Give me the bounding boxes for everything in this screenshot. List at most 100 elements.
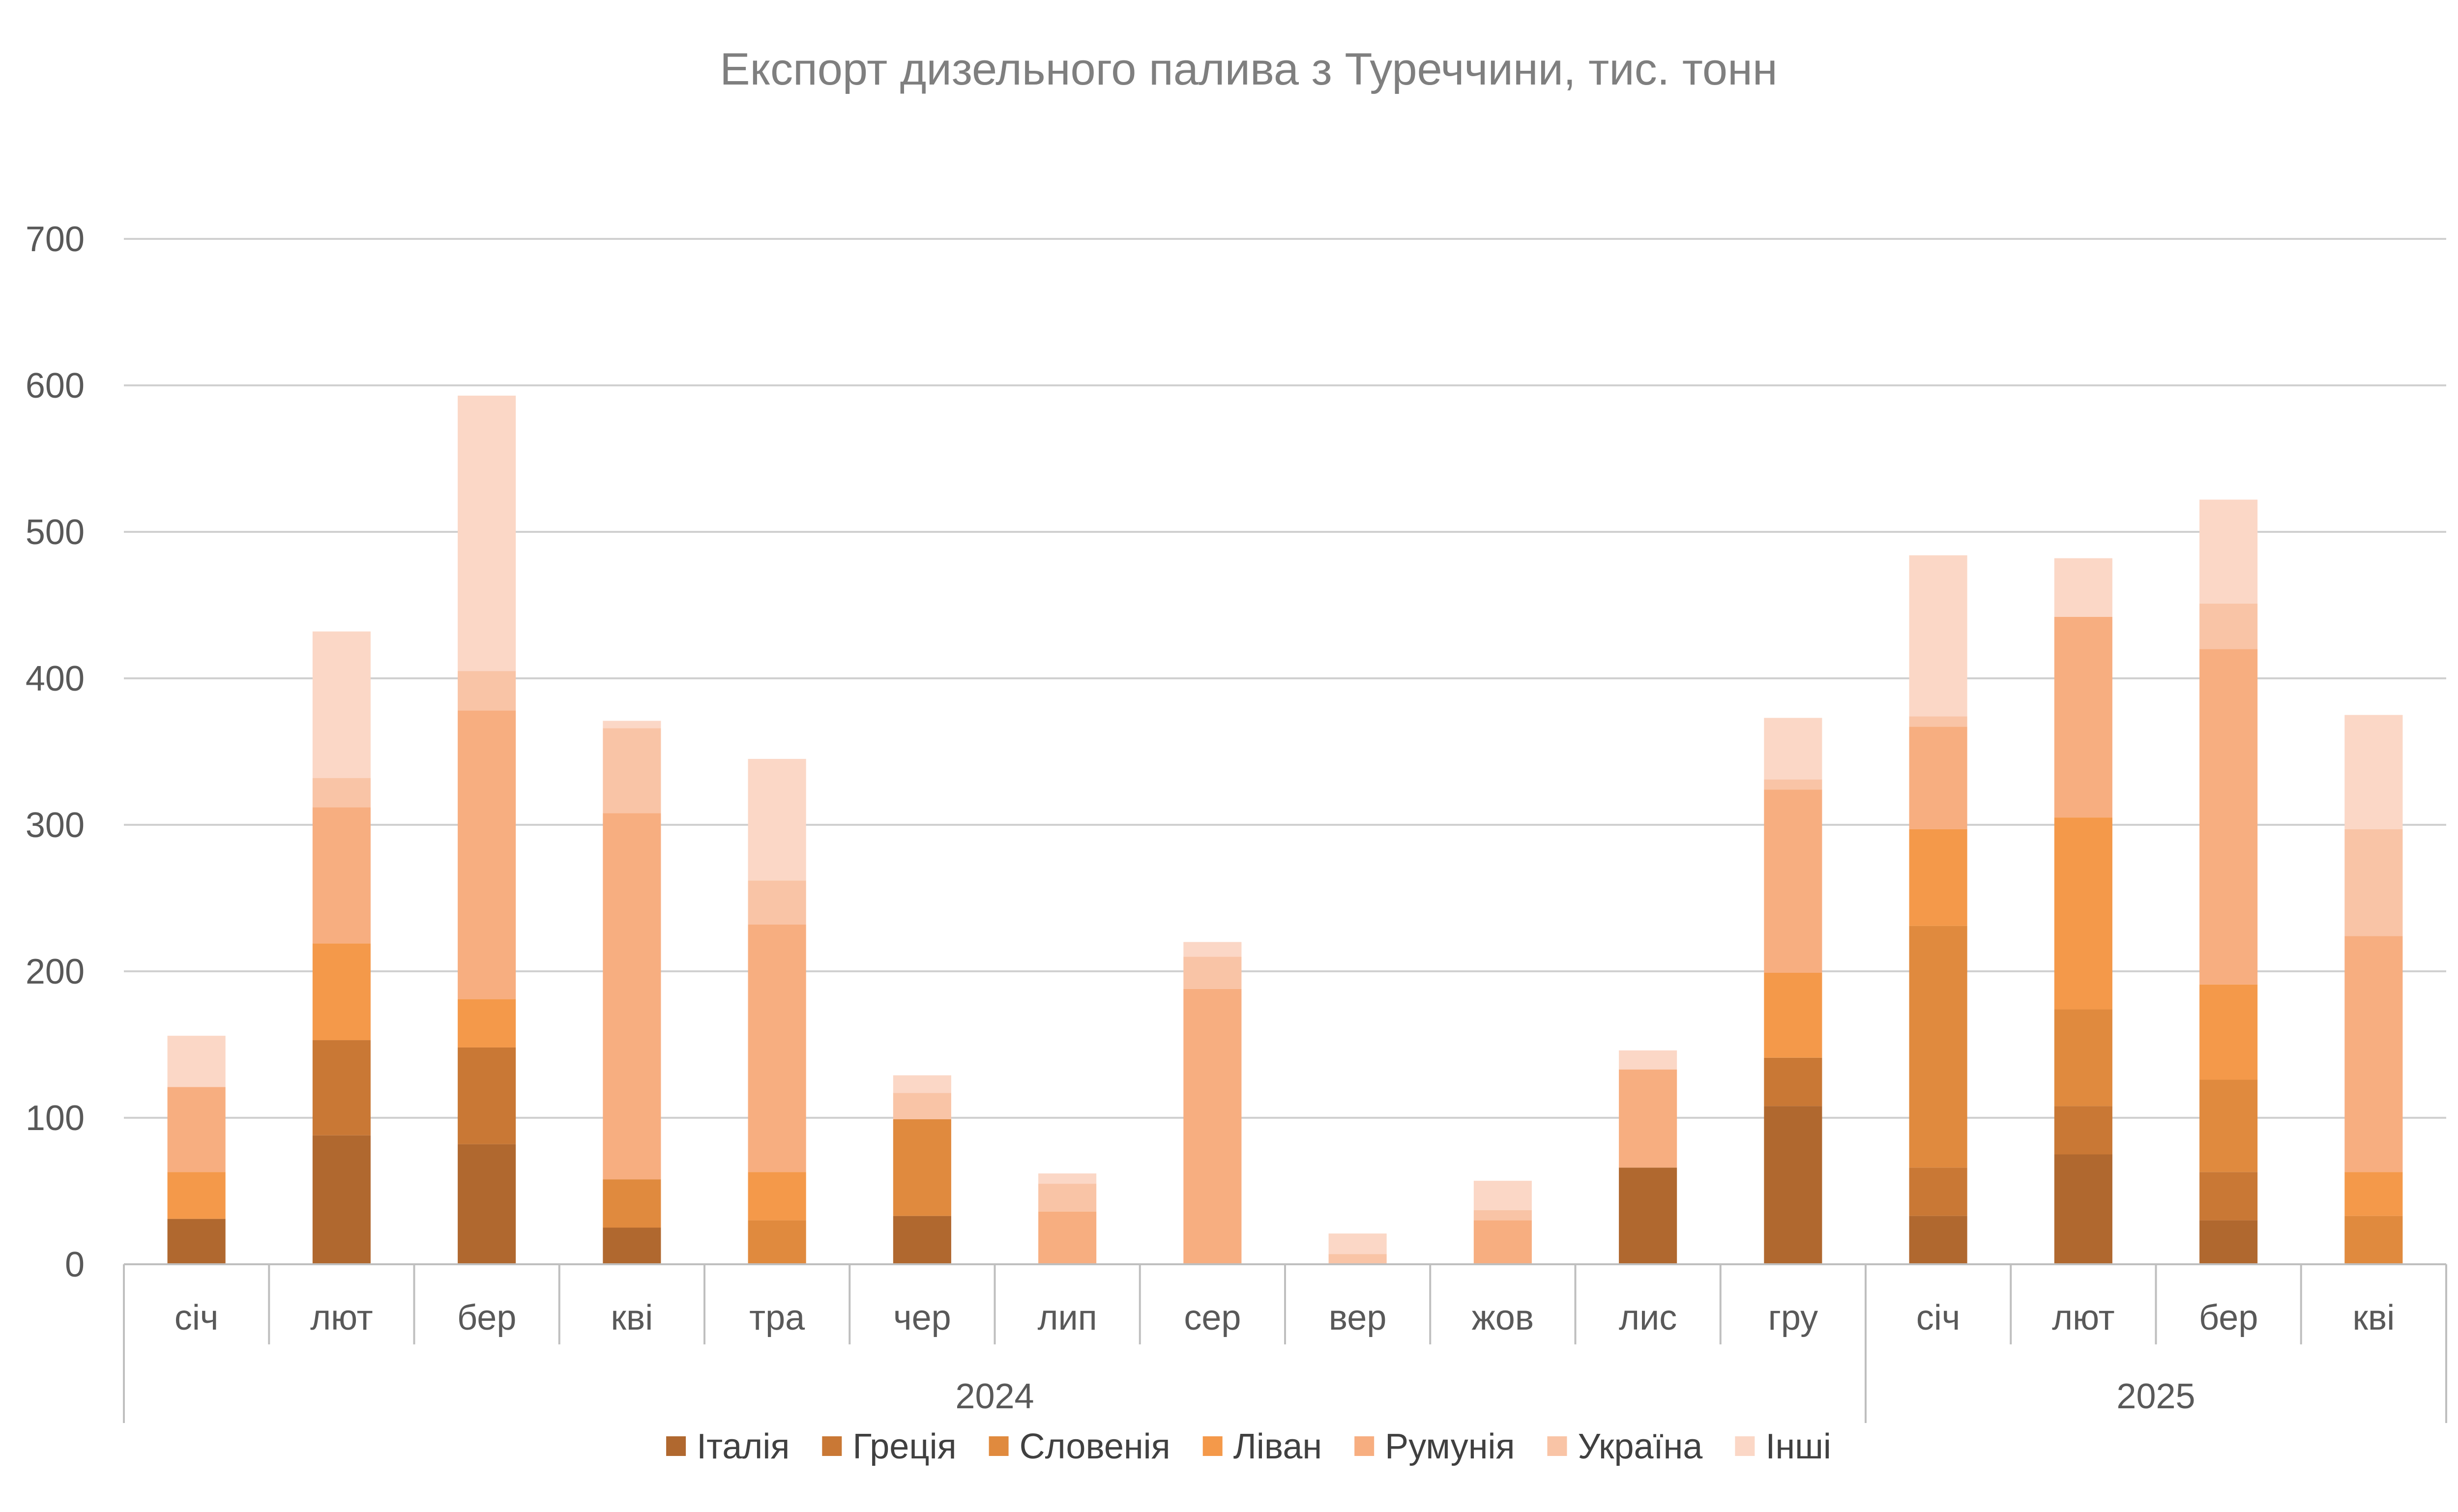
bar-segment [893, 1093, 951, 1119]
bar-segment [2344, 1216, 2403, 1264]
bar-segment [2199, 604, 2258, 649]
x-tick-label: лис [1619, 1298, 1677, 1338]
legend-swatch [1202, 1436, 1223, 1456]
bar-segment [312, 1135, 371, 1264]
bar-segment [2054, 817, 2112, 1010]
legend-label: Італія [697, 1427, 790, 1466]
bar-segment [748, 924, 806, 1172]
bar-segment [1619, 1050, 1677, 1070]
y-tick-label: 400 [26, 659, 85, 698]
bar-segment [312, 1040, 371, 1135]
x-tick-label: гру [1768, 1298, 1818, 1338]
legend-item: Ліван [1202, 1427, 1322, 1466]
bar-segment [1183, 957, 1242, 989]
bar-segment [1619, 1069, 1677, 1168]
bar-segment [748, 1220, 806, 1264]
bar-segment [312, 631, 371, 778]
x-tick-label: вер [1329, 1298, 1387, 1338]
x-tick-label: бер [2199, 1298, 2258, 1338]
bar-segment [1764, 779, 1822, 790]
bar-segment [2054, 1154, 2112, 1264]
legend-label: Греція [852, 1427, 956, 1466]
bar-segment [1764, 972, 1822, 1058]
x-group-label: 2025 [2116, 1377, 2195, 1416]
bar-segment [458, 1047, 516, 1144]
legend-item: Греція [822, 1427, 957, 1466]
y-axis-tick-labels: 0 100 200 300 400 500 600 700 [26, 220, 85, 1284]
y-tick-label: 500 [26, 513, 85, 552]
bar-segment [893, 1075, 951, 1093]
legend-label: Словенія [1020, 1427, 1170, 1466]
bar-segment [1038, 1184, 1097, 1212]
bar-segment [2199, 649, 2258, 985]
y-tick-label: 100 [26, 1099, 85, 1138]
x-tick-label: кві [2353, 1298, 2395, 1338]
bar-segment [1183, 942, 1242, 957]
x-tick-label: січ [175, 1298, 219, 1338]
bar-segment [1619, 1167, 1677, 1264]
x-tick-label: кві [611, 1298, 653, 1338]
legend-swatch [666, 1436, 686, 1456]
bar-segment [893, 1216, 951, 1264]
bar-segment [2199, 1172, 2258, 1221]
bar-segment [748, 758, 806, 881]
y-tick-label: 700 [26, 220, 85, 259]
x-axis: січ лют бер кві тра чер лип сер вер жов лис гру січ л… [123, 1263, 2447, 1423]
bar-segment [1909, 716, 1967, 727]
bar-segment [1909, 926, 1967, 1168]
x-tick-label: лип [1038, 1298, 1097, 1338]
bar-segment [1328, 1233, 1387, 1254]
y-tick-label: 200 [26, 952, 85, 991]
bar-segment [1764, 789, 1822, 973]
bar-segment [2199, 499, 2258, 604]
legend-swatch [989, 1436, 1009, 1456]
bar-segment [748, 1172, 806, 1221]
bar-segment [893, 1119, 951, 1216]
x-tick-label: бер [457, 1298, 517, 1338]
bar-segment [1909, 555, 1967, 717]
legend-item: Інші [1735, 1427, 1831, 1466]
bar-segment [2344, 1172, 2403, 1216]
bar-segment [748, 880, 806, 925]
legend-item: Румунія [1354, 1427, 1515, 1466]
bar-segment [2054, 1106, 2112, 1155]
bar-segment [1473, 1220, 1532, 1264]
bar-segment [312, 943, 371, 1041]
bar-segment [2344, 936, 2403, 1172]
legend-item: Словенія [989, 1427, 1170, 1466]
bar-segment [2344, 829, 2403, 936]
bar-segment [1038, 1211, 1097, 1264]
legend-label: Румунія [1385, 1427, 1515, 1466]
x-tick-label: січ [1916, 1298, 1961, 1338]
bar-segment [603, 1227, 661, 1264]
bar-segment [1764, 1057, 1822, 1106]
bar-segment [1909, 1167, 1967, 1216]
x-tick-label: лют [310, 1298, 373, 1338]
bar-segment [2199, 984, 2258, 1080]
legend-swatch [822, 1436, 842, 1456]
legend-swatch [1547, 1436, 1567, 1456]
legend-label: Україна [1578, 1427, 1703, 1466]
bar-segment [458, 395, 516, 671]
x-tick-label: сер [1184, 1298, 1241, 1338]
bar-segment [1328, 1254, 1387, 1264]
y-tick-label: 600 [26, 366, 85, 406]
bar-segment [603, 721, 661, 728]
bar-segment [167, 1219, 226, 1264]
bar-segment [167, 1087, 226, 1172]
bar-segment [1764, 718, 1822, 780]
legend-label: Інші [1765, 1427, 1831, 1466]
bar-segment [2054, 558, 2112, 617]
bar-segment [2054, 616, 2112, 818]
bar-segment [1764, 1106, 1822, 1264]
legend-swatch [1735, 1436, 1755, 1456]
bar-segment [1909, 727, 1967, 829]
bar-segment [603, 728, 661, 814]
bar-segment [2199, 1079, 2258, 1172]
y-tick-label: 0 [65, 1245, 85, 1284]
bar-segment [458, 671, 516, 711]
bar-segment [1038, 1173, 1097, 1184]
legend-swatch [1354, 1436, 1375, 1456]
